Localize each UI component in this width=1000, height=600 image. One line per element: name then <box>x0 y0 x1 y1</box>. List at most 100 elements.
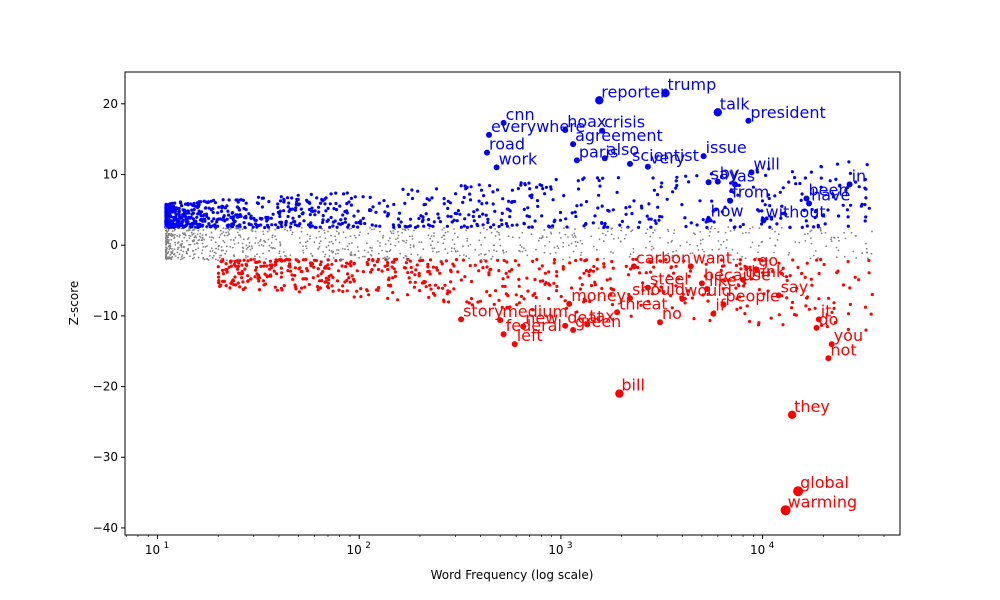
cloud-point <box>169 254 172 256</box>
cloud-point <box>233 259 237 264</box>
cloud-point <box>802 208 806 212</box>
cloud-point <box>227 198 231 202</box>
cloud-point <box>290 196 294 200</box>
cloud-point <box>349 203 353 207</box>
cloud-point <box>574 240 577 243</box>
cloud-point <box>673 232 675 235</box>
cloud-point <box>383 210 387 214</box>
cloud-point <box>191 233 194 236</box>
cloud-point <box>297 203 301 207</box>
cloud-point <box>544 245 546 247</box>
cloud-point <box>404 261 408 265</box>
cloud-point <box>184 224 188 228</box>
cloud-point <box>469 224 473 228</box>
data-point <box>727 197 734 204</box>
cloud-point <box>428 272 432 276</box>
cloud-point <box>483 258 485 261</box>
cloud-point <box>323 197 327 201</box>
cloud-point <box>644 271 648 275</box>
cloud-point <box>318 225 322 229</box>
cloud-point <box>723 279 727 283</box>
cloud-point <box>551 224 555 228</box>
point-label: tax <box>589 306 615 325</box>
cloud-point <box>237 231 239 234</box>
cloud-point <box>726 239 728 241</box>
cloud-point <box>217 275 221 279</box>
cloud-point <box>203 219 207 223</box>
cloud-point <box>337 222 341 226</box>
cloud-point <box>408 217 413 221</box>
cloud-point <box>393 274 397 278</box>
cloud-point <box>319 260 323 264</box>
cloud-point <box>207 206 211 210</box>
cloud-point <box>191 240 194 242</box>
cloud-point <box>229 239 232 241</box>
cloud-point <box>579 257 583 262</box>
cloud-point <box>257 223 261 228</box>
cloud-point <box>491 202 495 206</box>
cloud-point <box>265 274 269 278</box>
cloud-point <box>800 192 804 196</box>
cloud-point <box>177 256 180 259</box>
cloud-point <box>297 260 301 264</box>
cloud-point <box>452 218 456 222</box>
cloud-point <box>549 187 553 191</box>
cloud-point <box>557 247 560 250</box>
cloud-point <box>371 228 373 231</box>
cloud-point <box>266 230 269 233</box>
cloud-point <box>183 256 186 259</box>
cloud-point <box>172 225 176 229</box>
cloud-point <box>610 233 613 236</box>
cloud-point <box>180 246 183 249</box>
cloud-point <box>222 249 225 252</box>
cloud-point <box>189 235 192 238</box>
cloud-point <box>778 190 782 194</box>
cloud-point <box>849 203 853 207</box>
point-label: warming <box>788 492 858 511</box>
cloud-point <box>370 268 374 272</box>
cloud-point <box>574 236 577 239</box>
cloud-point <box>769 316 773 320</box>
cloud-point <box>550 227 553 230</box>
cloud-point <box>240 272 244 276</box>
cloud-point <box>256 195 261 199</box>
cloud-point <box>601 232 604 235</box>
cloud-point <box>837 184 842 188</box>
cloud-point <box>298 222 302 226</box>
cloud-point <box>173 248 176 251</box>
cloud-point <box>723 205 727 209</box>
point-label: bill <box>621 376 645 395</box>
cloud-point <box>731 248 734 251</box>
cloud-point <box>755 170 760 174</box>
cloud-point <box>203 258 206 261</box>
cloud-point <box>251 228 253 230</box>
cloud-point <box>434 266 439 270</box>
cloud-point <box>497 269 501 273</box>
cloud-point <box>238 234 240 237</box>
cloud-point <box>736 193 740 197</box>
cloud-point <box>655 256 658 259</box>
cloud-point <box>656 205 660 209</box>
cloud-point <box>364 255 366 258</box>
cloud-point <box>638 220 642 224</box>
cloud-point <box>555 274 559 278</box>
cloud-point <box>187 215 191 219</box>
cloud-point <box>670 240 673 243</box>
cloud-point <box>701 293 705 297</box>
cloud-point <box>210 219 214 223</box>
cloud-point <box>246 274 250 278</box>
cloud-point <box>505 224 510 228</box>
cloud-point <box>165 224 170 228</box>
data-point <box>748 169 755 176</box>
cloud-point <box>549 252 552 255</box>
cloud-point <box>262 233 265 236</box>
cloud-point <box>412 244 415 247</box>
point-label: as <box>737 166 755 185</box>
cloud-point <box>178 253 181 256</box>
cloud-point <box>846 215 850 219</box>
cloud-point <box>812 254 815 257</box>
cloud-point <box>726 278 730 282</box>
cloud-point <box>540 214 544 218</box>
cloud-point <box>201 234 204 237</box>
cloud-point <box>409 235 411 238</box>
